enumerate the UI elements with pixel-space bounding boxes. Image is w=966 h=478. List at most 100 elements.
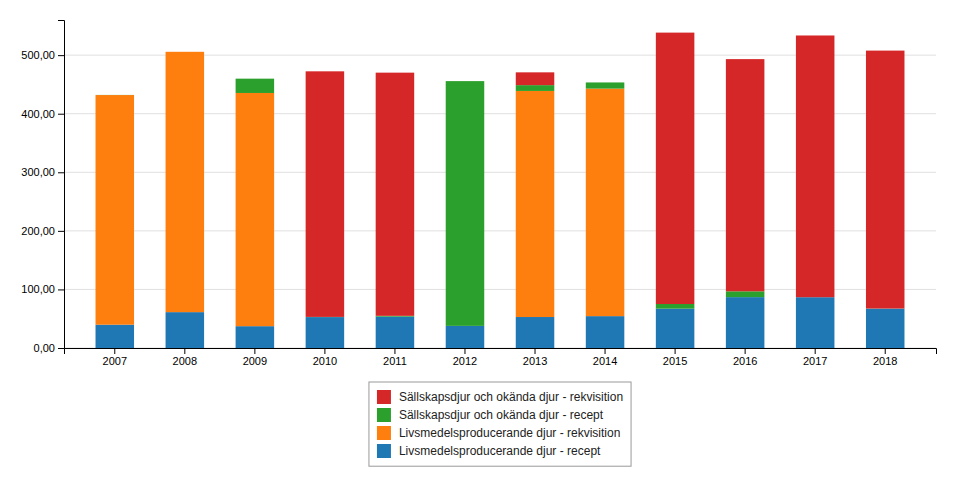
x-tick-mark bbox=[815, 348, 816, 354]
x-tick-label: 2007 bbox=[103, 355, 127, 367]
bar bbox=[866, 309, 905, 348]
y-tick: 300,00 bbox=[21, 166, 64, 178]
bar bbox=[726, 297, 765, 348]
y-tick: 0,00 bbox=[34, 342, 64, 354]
x-tick: 2013 bbox=[523, 348, 547, 367]
y-tick-mark bbox=[58, 289, 64, 290]
y-tick-mark bbox=[58, 114, 64, 115]
bar bbox=[446, 326, 485, 348]
legend-label: Sällskapsdjur och okända djur - recept bbox=[399, 408, 604, 422]
y-tick-mark bbox=[58, 172, 64, 173]
legend-swatch bbox=[377, 426, 391, 440]
bar bbox=[376, 317, 415, 348]
bar bbox=[96, 325, 135, 348]
bar bbox=[726, 59, 765, 291]
bar bbox=[446, 81, 485, 82]
x-tick-label: 2017 bbox=[803, 355, 827, 367]
bar bbox=[306, 317, 345, 348]
bar-series bbox=[96, 52, 905, 326]
y-tick-label: 400,00 bbox=[21, 108, 55, 120]
bar bbox=[166, 52, 205, 312]
x-tick: 2012 bbox=[453, 348, 477, 367]
x-tick-mark bbox=[605, 348, 606, 354]
x-tick: 2017 bbox=[803, 348, 827, 367]
legend-label: Sällskapsdjur och okända djur - rekvisit… bbox=[399, 390, 623, 404]
bar-series bbox=[166, 33, 905, 317]
x-tick-mark bbox=[254, 348, 255, 354]
bar bbox=[96, 95, 135, 325]
y-tick-label: 200,00 bbox=[21, 225, 55, 237]
bar bbox=[516, 85, 555, 91]
bar bbox=[446, 81, 485, 326]
bar bbox=[166, 51, 205, 52]
bar bbox=[516, 91, 555, 317]
y-tick: 100,00 bbox=[21, 283, 64, 295]
x-tick-label: 2008 bbox=[173, 355, 197, 367]
x-tick: 2007 bbox=[103, 348, 127, 367]
x-tick-label: 2012 bbox=[453, 355, 477, 367]
bar bbox=[586, 316, 625, 348]
bar bbox=[236, 79, 275, 93]
bar bbox=[656, 33, 695, 304]
bar bbox=[586, 82, 625, 88]
y-tick-label: 0,00 bbox=[34, 342, 55, 354]
x-tick: 2010 bbox=[313, 348, 337, 367]
bar bbox=[726, 291, 765, 297]
y-tick-label: 500,00 bbox=[21, 49, 55, 61]
bar bbox=[166, 312, 205, 348]
bar bbox=[656, 309, 695, 348]
bar bbox=[236, 326, 275, 348]
x-tick: 2008 bbox=[173, 348, 197, 367]
bar bbox=[866, 51, 905, 309]
bar bbox=[376, 73, 415, 316]
legend-frame bbox=[369, 382, 631, 466]
plot: 0,00 100,00 200,00 300,00 400,00 500,00 2007 20… bbox=[21, 21, 936, 367]
x-axis-line bbox=[65, 349, 937, 355]
legend-label: Livsmedelsproducerande djur - recept bbox=[399, 444, 601, 458]
x-tick-label: 2009 bbox=[243, 355, 267, 367]
legend-item: Sällskapsdjur och okända djur - rekvisit… bbox=[377, 390, 623, 404]
legend-item: Livsmedelsproducerande djur - rekvisitio… bbox=[377, 426, 620, 440]
x-tick: 2015 bbox=[663, 348, 687, 367]
bar bbox=[96, 94, 135, 95]
bar bbox=[656, 304, 695, 309]
x-tick-mark bbox=[394, 348, 395, 354]
bar bbox=[376, 316, 415, 317]
x-tick: 2016 bbox=[733, 348, 757, 367]
x-tick: 2009 bbox=[243, 348, 267, 367]
legend: Sällskapsdjur och okända djur - rekvisit… bbox=[369, 382, 631, 466]
x-tick-label: 2018 bbox=[873, 355, 897, 367]
y-tick-mark bbox=[58, 55, 64, 56]
bar bbox=[516, 317, 555, 348]
x-tick-mark bbox=[114, 348, 115, 354]
y-tick-mark bbox=[58, 231, 64, 232]
bar bbox=[516, 72, 555, 85]
y-axis: 0,00 100,00 200,00 300,00 400,00 500,00 bbox=[21, 21, 64, 355]
y-tick: 500,00 bbox=[21, 49, 64, 61]
bar bbox=[96, 94, 135, 95]
legend-item: Livsmedelsproducerande djur - recept bbox=[377, 444, 601, 458]
x-tick-mark bbox=[184, 348, 185, 354]
bar bbox=[236, 93, 275, 326]
x-tick-mark bbox=[885, 348, 886, 354]
y-tick: 200,00 bbox=[21, 225, 64, 237]
y-tick-label: 100,00 bbox=[21, 283, 55, 295]
x-tick-mark bbox=[675, 348, 676, 354]
bar bbox=[236, 78, 275, 79]
y-tick-mark bbox=[58, 348, 64, 349]
x-tick: 2018 bbox=[873, 348, 897, 367]
x-tick-label: 2015 bbox=[663, 355, 687, 367]
legend-items: Sällskapsdjur och okända djur - rekvisit… bbox=[377, 390, 623, 458]
y-tick: 400,00 bbox=[21, 108, 64, 120]
legend-swatch bbox=[377, 444, 391, 458]
x-tick: 2011 bbox=[383, 348, 407, 367]
x-tick-mark bbox=[535, 348, 536, 354]
x-tick-label: 2011 bbox=[383, 355, 407, 367]
x-tick-label: 2013 bbox=[523, 355, 547, 367]
legend-swatch bbox=[377, 408, 391, 422]
bar bbox=[796, 297, 835, 348]
bar bbox=[586, 82, 625, 83]
x-tick-label: 2016 bbox=[733, 355, 757, 367]
y-tick-label: 300,00 bbox=[21, 166, 55, 178]
bar bbox=[586, 89, 625, 317]
